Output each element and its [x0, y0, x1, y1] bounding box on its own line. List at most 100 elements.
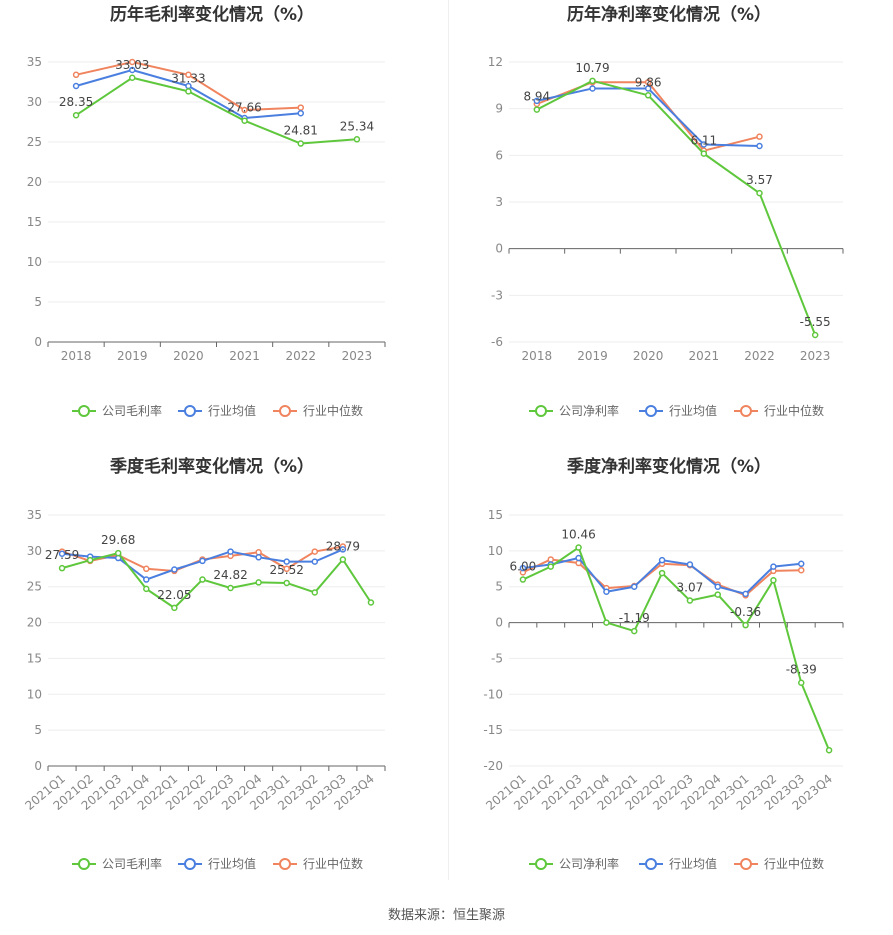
data-point[interactable]: [603, 619, 610, 626]
data-point[interactable]: [575, 554, 582, 562]
data-label: 25.34: [340, 119, 374, 133]
data-point[interactable]: [311, 589, 319, 596]
data-point[interactable]: [353, 136, 361, 143]
legend-marker-icon: [645, 405, 657, 417]
data-point[interactable]: [171, 566, 178, 573]
data-point[interactable]: [171, 604, 178, 612]
data-point[interactable]: [644, 85, 652, 92]
data-point[interactable]: [185, 71, 192, 79]
data-point[interactable]: [756, 142, 763, 150]
data-point[interactable]: [297, 109, 304, 117]
data-point[interactable]: [756, 133, 763, 140]
data-point[interactable]: [129, 58, 136, 66]
legend-item[interactable]: 公司净利率: [529, 856, 619, 871]
data-point[interactable]: [283, 579, 290, 587]
data-point[interactable]: [227, 584, 234, 592]
data-point[interactable]: [143, 585, 150, 593]
data-point[interactable]: [185, 88, 192, 95]
data-point[interactable]: [283, 565, 290, 573]
data-point[interactable]: [547, 556, 554, 563]
data-point[interactable]: [241, 117, 248, 124]
data-point[interactable]: [311, 558, 319, 565]
legend-item[interactable]: 行业均值: [178, 403, 256, 418]
legend-item[interactable]: 行业中位数: [734, 856, 824, 871]
data-point[interactable]: [283, 558, 290, 565]
legend-item[interactable]: 公司净利率: [529, 403, 619, 418]
data-point[interactable]: [798, 560, 805, 568]
data-point[interactable]: [644, 92, 652, 99]
data-point[interactable]: [658, 556, 666, 564]
legend-item[interactable]: 行业均值: [178, 856, 256, 871]
data-point[interactable]: [58, 550, 66, 557]
data-point[interactable]: [686, 597, 694, 604]
data-point[interactable]: [339, 556, 347, 563]
data-point[interactable]: [686, 561, 694, 568]
data-point[interactable]: [644, 78, 652, 86]
data-point[interactable]: [700, 150, 708, 157]
data-point[interactable]: [547, 563, 554, 570]
legend-item[interactable]: 行业中位数: [273, 403, 363, 418]
data-point[interactable]: [143, 576, 150, 583]
data-point[interactable]: [129, 66, 136, 74]
data-point[interactable]: [770, 563, 777, 570]
data-point[interactable]: [798, 679, 805, 686]
data-point[interactable]: [72, 111, 80, 119]
data-point[interactable]: [255, 554, 262, 561]
data-point[interactable]: [311, 548, 319, 555]
data-point[interactable]: [575, 544, 582, 551]
data-point[interactable]: [589, 85, 596, 92]
data-point[interactable]: [72, 82, 80, 90]
data-point[interactable]: [86, 556, 94, 564]
data-point[interactable]: [241, 106, 248, 114]
y-tick-label: 6: [495, 148, 503, 162]
data-point[interactable]: [533, 106, 541, 113]
data-point[interactable]: [714, 591, 721, 598]
data-point[interactable]: [631, 627, 638, 635]
data-point[interactable]: [297, 104, 304, 111]
data-point[interactable]: [72, 71, 80, 79]
legend-item[interactable]: 行业中位数: [273, 856, 363, 871]
data-label: 27.66: [227, 101, 261, 115]
data-point[interactable]: [199, 576, 206, 583]
data-point[interactable]: [114, 549, 122, 557]
data-point[interactable]: [199, 557, 206, 565]
legend-label: 行业均值: [669, 856, 717, 871]
data-point[interactable]: [756, 189, 763, 197]
data-point[interactable]: [589, 77, 596, 85]
data-point[interactable]: [714, 583, 721, 590]
data-point[interactable]: [700, 141, 708, 148]
data-point[interactable]: [631, 583, 638, 590]
data-point[interactable]: [339, 546, 347, 553]
data-point[interactable]: [143, 565, 150, 573]
data-point[interactable]: [798, 566, 805, 574]
legend-item[interactable]: 行业中位数: [734, 403, 824, 418]
data-point[interactable]: [742, 621, 749, 629]
x-tick-label: 2023: [800, 349, 831, 363]
legend-item[interactable]: 公司毛利率: [72, 403, 162, 418]
legend-item[interactable]: 公司毛利率: [72, 856, 162, 871]
data-point[interactable]: [227, 548, 234, 555]
data-point[interactable]: [297, 140, 304, 147]
legend-item[interactable]: 行业均值: [639, 403, 717, 418]
data-point[interactable]: [811, 331, 819, 339]
data-point[interactable]: [742, 590, 749, 598]
data-point[interactable]: [519, 564, 527, 572]
data-point[interactable]: [255, 549, 262, 556]
data-point[interactable]: [770, 577, 777, 584]
data-label: -8.39: [786, 663, 817, 677]
data-point[interactable]: [603, 588, 610, 595]
data-point[interactable]: [658, 569, 666, 577]
data-point[interactable]: [255, 579, 262, 586]
legend-item[interactable]: 行业均值: [639, 856, 717, 871]
data-point[interactable]: [533, 97, 541, 105]
data-point[interactable]: [367, 599, 375, 606]
data-point[interactable]: [825, 746, 833, 754]
legend-marker-icon: [740, 858, 752, 870]
data-point[interactable]: [58, 564, 66, 572]
y-tick-label: 35: [27, 508, 42, 522]
data-point[interactable]: [519, 576, 527, 583]
legend-marker-icon: [645, 858, 657, 870]
x-tick-label: 2022: [285, 349, 316, 363]
data-point[interactable]: [129, 74, 136, 82]
y-tick-label: -5: [491, 651, 503, 665]
